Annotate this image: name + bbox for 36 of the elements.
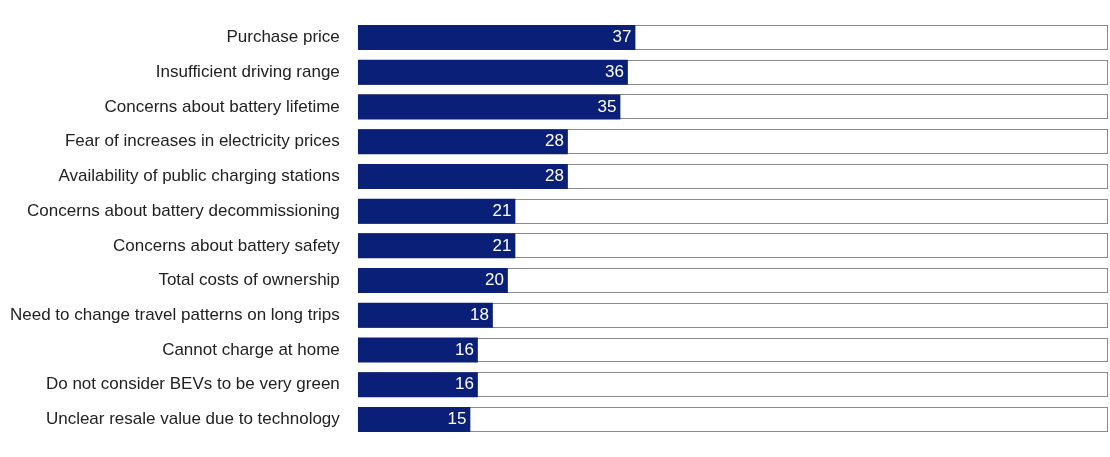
y-tick-label: Unclear resale value due to technology xyxy=(45,409,341,429)
data-label: 16 xyxy=(454,339,474,359)
bar xyxy=(357,372,478,398)
data-label: 16 xyxy=(454,374,474,394)
data-label: 28 xyxy=(544,166,564,186)
bar xyxy=(357,337,478,363)
bar xyxy=(357,233,516,259)
y-tick-label: Do not consider BEVs to be very green xyxy=(45,374,340,394)
bar xyxy=(357,129,568,155)
y-tick-label: Concerns about battery lifetime xyxy=(104,96,340,116)
y-tick-label: Need to change travel patterns on long trips xyxy=(9,304,340,324)
bar xyxy=(357,198,516,224)
data-label: 18 xyxy=(469,304,489,324)
y-tick-label: Insufficient driving range xyxy=(155,61,340,81)
data-label: 37 xyxy=(612,27,632,47)
y-tick-label: Fear of increases in electricity prices xyxy=(64,131,340,151)
bar xyxy=(357,268,508,294)
data-label: 20 xyxy=(484,270,504,290)
bar xyxy=(357,59,628,85)
y-tick-label: Concerns about battery safety xyxy=(113,235,341,255)
data-label: 28 xyxy=(544,131,564,151)
y-tick-label: Concerns about battery decommissioning xyxy=(27,200,340,220)
y-tick-label: Cannot charge at home xyxy=(162,339,340,359)
y-tick-label: Availability of public charging stations xyxy=(58,166,340,186)
data-label: 15 xyxy=(447,409,467,429)
bar xyxy=(357,406,471,432)
y-tick-label: Total costs of ownership xyxy=(158,270,340,290)
bar xyxy=(357,163,568,189)
data-label: 35 xyxy=(597,96,617,116)
data-label: 21 xyxy=(492,235,512,255)
bar xyxy=(357,25,636,51)
bar xyxy=(357,94,621,120)
y-tick-label: Purchase price xyxy=(226,27,340,47)
data-label: 36 xyxy=(604,61,624,81)
data-label: 21 xyxy=(492,200,512,220)
bar xyxy=(357,302,493,328)
